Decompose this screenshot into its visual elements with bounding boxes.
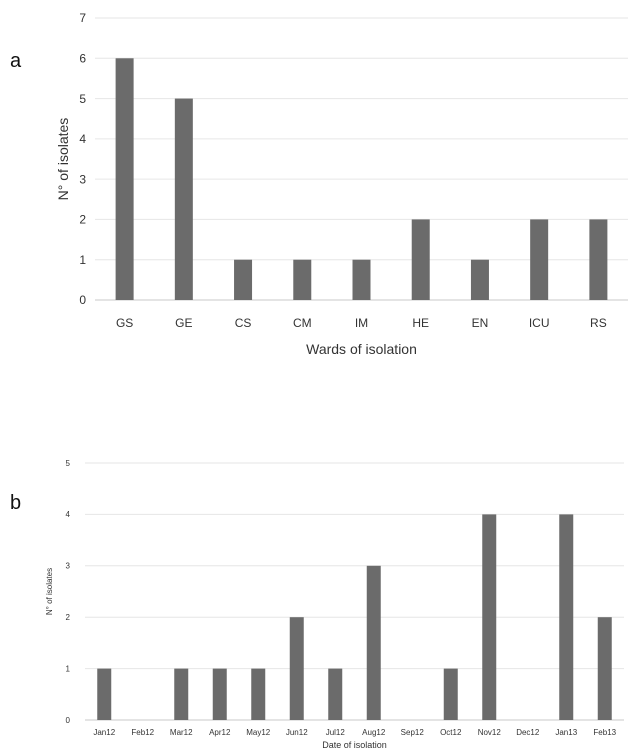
- chart-b-ytick-label: 5: [66, 459, 71, 468]
- chart-a-bar-en: [470, 259, 489, 300]
- chart-b-bar-may12: [251, 668, 266, 720]
- chart-a-ytick-label: 5: [79, 92, 86, 106]
- chart-b-xtick-label: Feb12: [131, 728, 154, 737]
- chart-b-xtick-label: Nov12: [478, 728, 502, 737]
- chart-a-xtick-label: EN: [472, 316, 489, 330]
- chart-a-ytick-label: 1: [79, 253, 86, 267]
- chart-a-y-axis-label: N° of isolates: [55, 118, 71, 201]
- chart-b-xtick-label: Jan12: [93, 728, 115, 737]
- chart-a-ytick-label: 4: [79, 132, 86, 146]
- chart-b-ytick-label: 4: [66, 510, 71, 519]
- chart-b-bar-jun12: [289, 617, 304, 720]
- chart-b-bar-feb13: [597, 617, 612, 720]
- chart-b-xtick-label: Sep12: [401, 728, 425, 737]
- chart-b-xtick-label: Aug12: [362, 728, 386, 737]
- chart-b-bar-jan12: [97, 668, 112, 720]
- chart-b-xtick-label: Oct12: [440, 728, 462, 737]
- chart-b-ytick-label: 1: [66, 664, 71, 673]
- chart-b-bar-jan13: [559, 514, 574, 720]
- chart-a-ytick-label: 2: [79, 213, 86, 227]
- chart-b-bar-apr12: [212, 668, 227, 720]
- chart-b-bar-jul12: [328, 668, 343, 720]
- chart-b-xtick-label: Mar12: [170, 728, 193, 737]
- chart-a-ytick-label: 7: [79, 11, 86, 25]
- chart-b-xtick-label: Dec12: [516, 728, 540, 737]
- chart-b-xtick-label: Jan13: [555, 728, 577, 737]
- chart-b-xtick-label: Feb13: [593, 728, 616, 737]
- chart-a-ytick-label: 6: [79, 51, 86, 65]
- chart-a-x-axis-label: Wards of isolation: [306, 341, 417, 357]
- chart-b-xtick-label: Jun12: [286, 728, 308, 737]
- chart-a-bar-im: [352, 259, 371, 300]
- chart-b-xtick-label: Jul12: [326, 728, 346, 737]
- chart-b-y-axis-label: N° of isolates: [45, 568, 54, 615]
- chart-a-xtick-label: IM: [355, 316, 368, 330]
- chart-a-xtick-label: GS: [116, 316, 133, 330]
- chart-b-x-axis-label: Date of isolation: [322, 740, 387, 750]
- chart-b-bar-oct12: [443, 668, 458, 720]
- chart-a-ytick-label: 0: [79, 293, 86, 307]
- chart-a-bar-he: [411, 219, 430, 300]
- chart-a-ytick-label: 3: [79, 172, 86, 186]
- panel-label-a: a: [10, 50, 22, 72]
- chart-b-ytick-label: 0: [66, 716, 71, 725]
- chart-b-ytick-label: 3: [66, 562, 71, 571]
- chart-b-xtick-label: May12: [246, 728, 271, 737]
- chart-a-bar-ge: [174, 98, 193, 300]
- chart-a-xtick-label: RS: [590, 316, 607, 330]
- chart-b-xtick-label: Apr12: [209, 728, 231, 737]
- chart-a-xtick-label: HE: [412, 316, 429, 330]
- chart-a-bar-cm: [293, 259, 312, 300]
- chart-a-xtick-label: CS: [235, 316, 252, 330]
- chart-b-bar-aug12: [366, 565, 381, 720]
- chart-a-bar-gs: [115, 58, 134, 301]
- panel-label-b: b: [10, 492, 22, 514]
- chart-b-bar-mar12: [174, 668, 189, 720]
- chart-a-bar-icu: [530, 219, 549, 300]
- chart-b-ytick-label: 2: [66, 613, 71, 622]
- chart-b-bar-nov12: [482, 514, 497, 720]
- chart-a-xtick-label: CM: [293, 316, 312, 330]
- chart-a-xtick-label: GE: [175, 316, 192, 330]
- chart-a-bar-cs: [234, 259, 253, 300]
- chart-a-xtick-label: ICU: [529, 316, 550, 330]
- chart-a-bar-rs: [589, 219, 608, 300]
